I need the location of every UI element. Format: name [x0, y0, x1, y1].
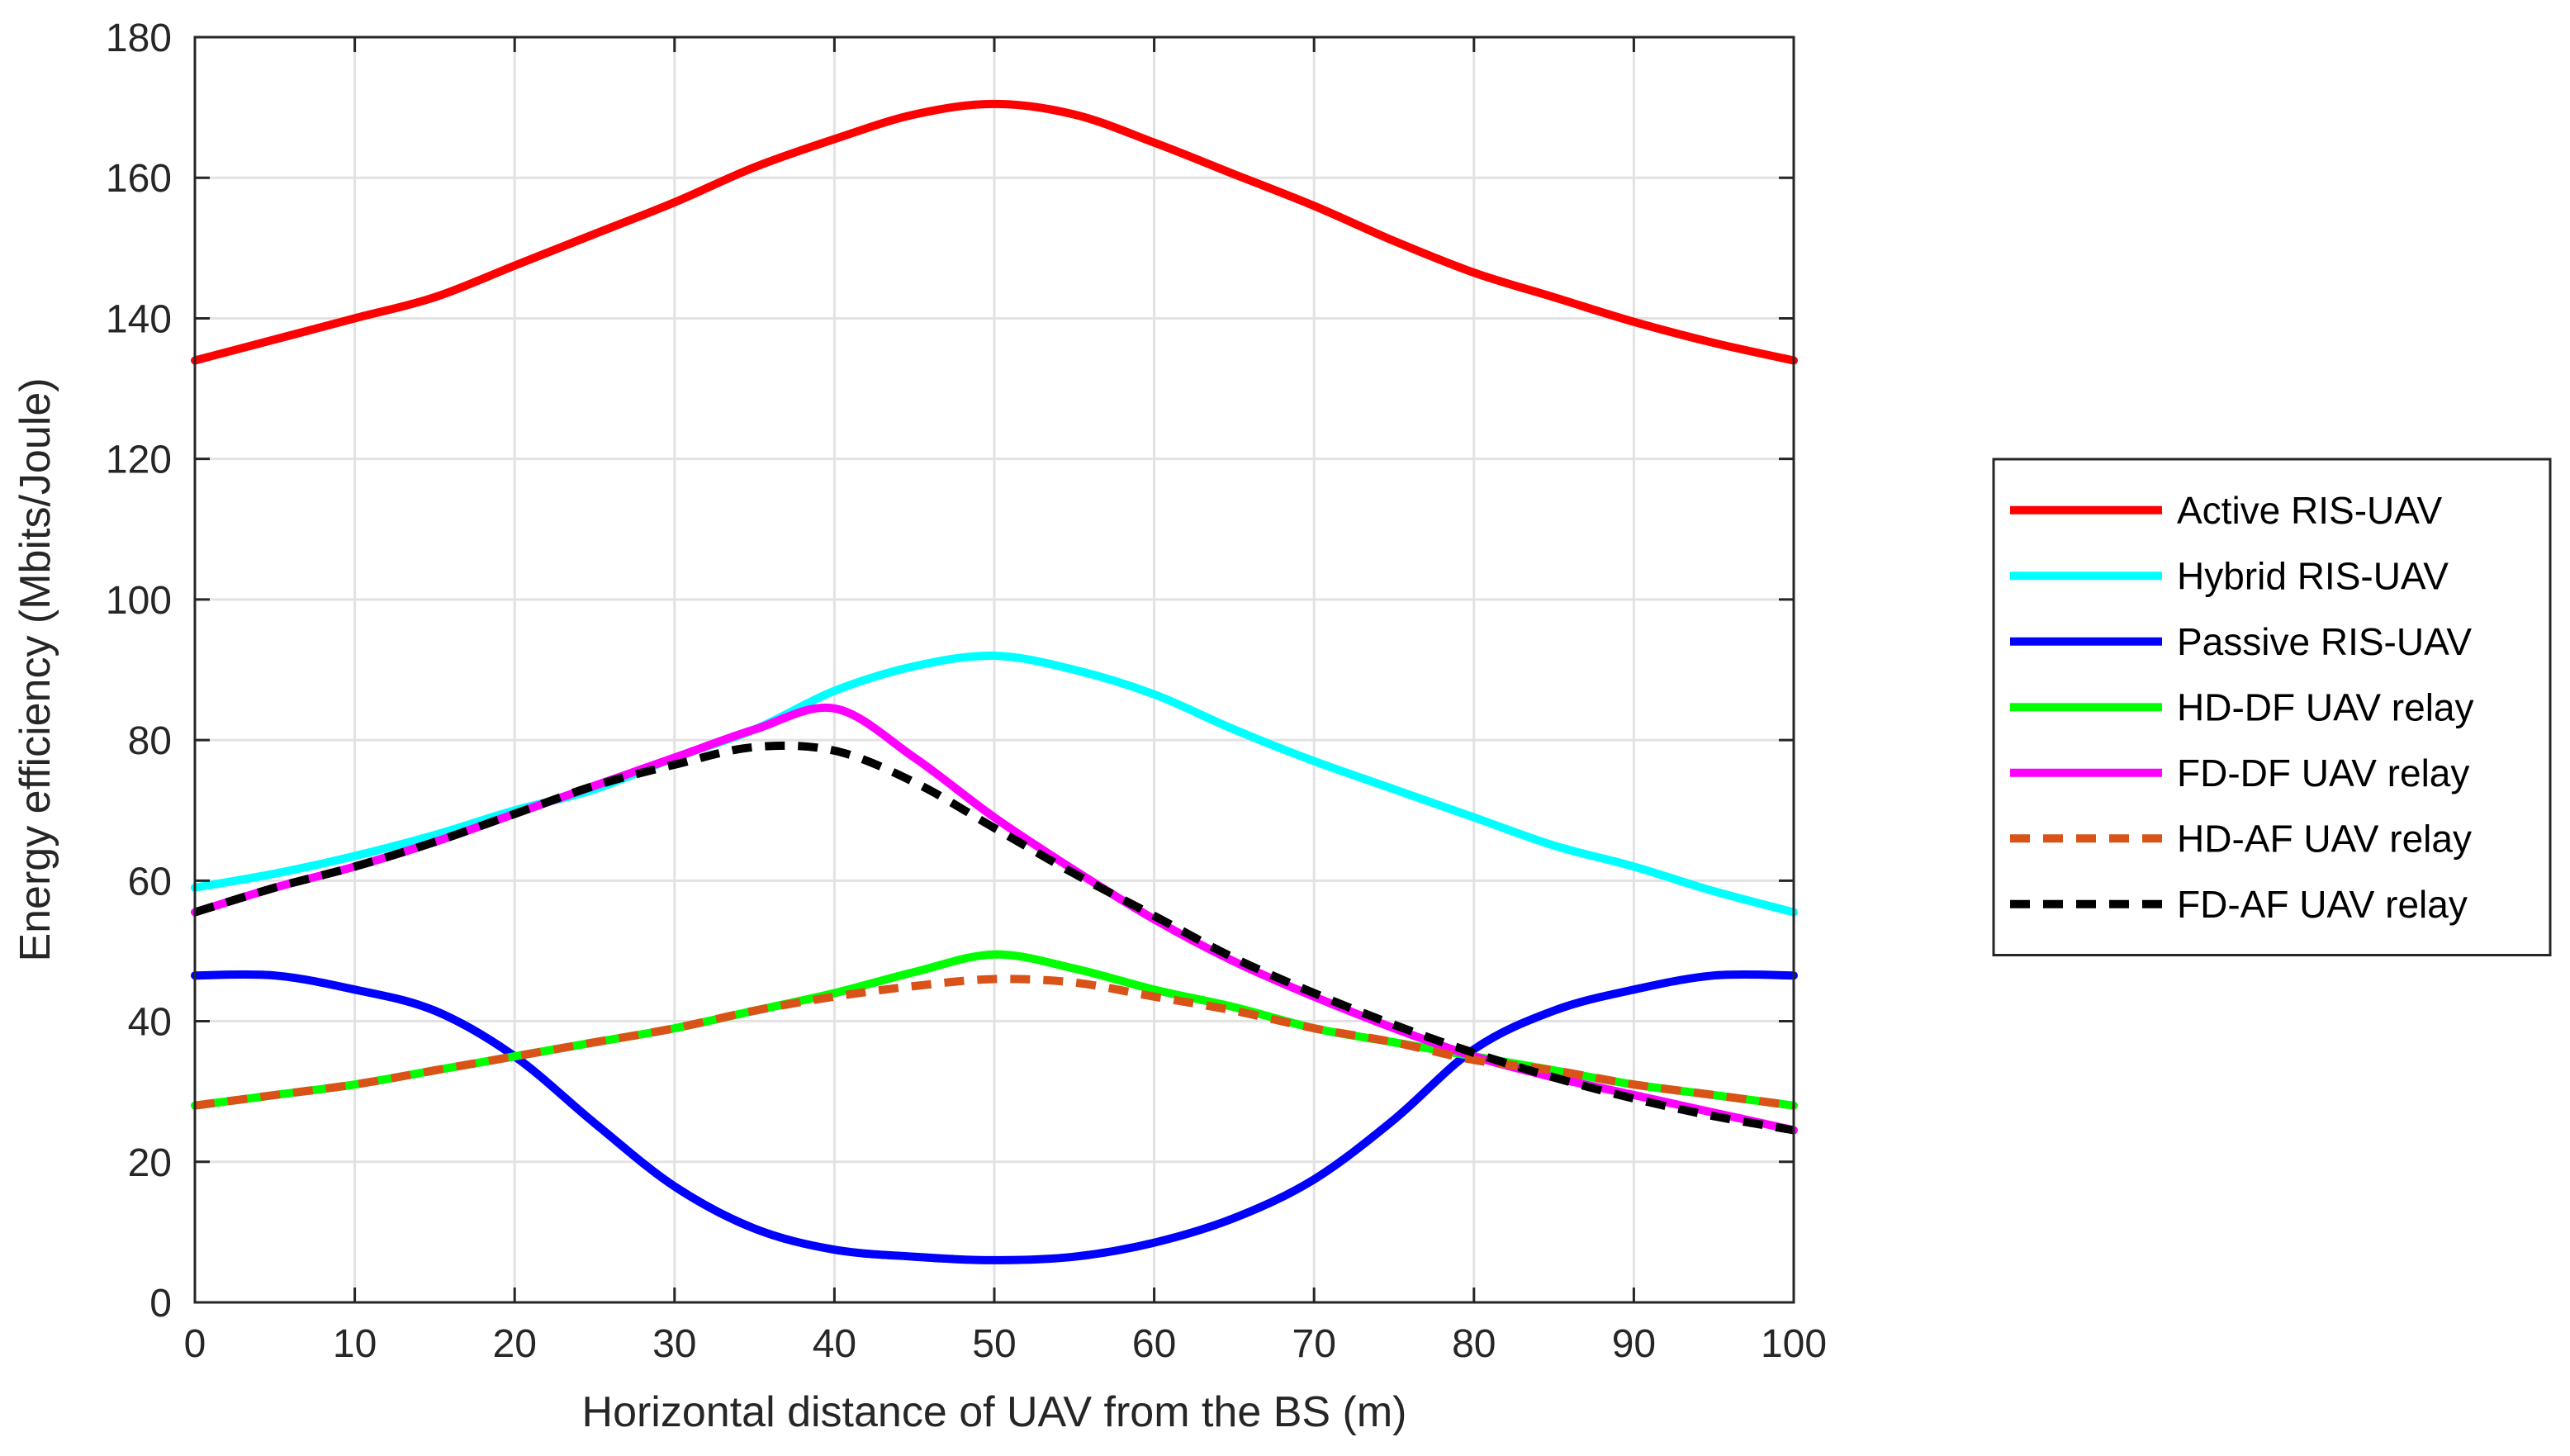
- x-tick-label: 50: [972, 1322, 1016, 1366]
- series-line-passive-ris-uav: [191, 970, 1798, 1264]
- legend-label: FD-AF UAV relay: [2177, 883, 2468, 926]
- legend-entry: HD-AF UAV relay: [2010, 817, 2472, 860]
- x-tick-label: 10: [333, 1322, 377, 1366]
- series-line-active-ris-uav: [191, 99, 1798, 365]
- y-tick-label: 100: [106, 579, 172, 623]
- y-tick-label: 40: [128, 1001, 172, 1045]
- series-line-hd-af-uav-relay: [194, 975, 1795, 1110]
- y-tick-label: 80: [128, 719, 172, 763]
- x-tick-label: 0: [184, 1322, 206, 1366]
- x-axis-title: Horizontal distance of UAV from the BS (…: [582, 1388, 1407, 1436]
- legend-label: Active RIS-UAV: [2177, 489, 2443, 532]
- series-line-hybrid-ris-uav: [191, 651, 1798, 917]
- y-tick-label: 60: [128, 860, 172, 903]
- legend-label: HD-AF UAV relay: [2177, 817, 2472, 860]
- legend-label: Hybrid RIS-UAV: [2177, 554, 2449, 597]
- y-tick-label: 120: [106, 439, 172, 482]
- legend-label: HD-DF UAV relay: [2177, 685, 2474, 728]
- legend-entry: Active RIS-UAV: [2010, 489, 2443, 532]
- tick-labels: 0 10 20 30 40 50 60 70 80 90 100 0 20 40 60 80 100 120 140…: [106, 17, 1827, 1366]
- axis-ticks: [193, 36, 1795, 1304]
- legend: Active RIS-UAV Hybrid RIS-UAV Passive RIS-…: [1992, 458, 2552, 956]
- series-layer: [191, 99, 1798, 1264]
- legend-entry: HD-DF UAV relay: [2010, 685, 2474, 728]
- x-tick-label: 30: [652, 1322, 696, 1366]
- x-tick-label: 100: [1761, 1322, 1827, 1366]
- legend-entry: FD-DF UAV relay: [2010, 752, 2469, 794]
- y-axis-title: Energy efficiency (Mbits/Joule): [12, 377, 59, 961]
- x-tick-label: 80: [1452, 1322, 1496, 1366]
- x-tick-label: 70: [1292, 1322, 1336, 1366]
- y-tick-label: 0: [149, 1282, 172, 1326]
- x-tick-label: 40: [813, 1322, 856, 1366]
- y-tick-label: 140: [106, 297, 172, 341]
- legend-label: FD-DF UAV relay: [2177, 752, 2469, 794]
- y-tick-label: 20: [128, 1141, 172, 1185]
- x-tick-label: 60: [1132, 1322, 1176, 1366]
- y-tick-label: 180: [106, 17, 172, 60]
- legend-entry: FD-AF UAV relay: [2010, 883, 2468, 926]
- y-tick-label: 160: [106, 157, 172, 201]
- legend-entry: Hybrid RIS-UAV: [2010, 554, 2449, 597]
- legend-entry: Passive RIS-UAV: [2010, 620, 2472, 663]
- x-tick-label: 90: [1612, 1322, 1656, 1366]
- legend-label: Passive RIS-UAV: [2177, 620, 2472, 663]
- x-tick-label: 20: [493, 1322, 537, 1366]
- series-line-fd-af-uav-relay: [193, 741, 1795, 1135]
